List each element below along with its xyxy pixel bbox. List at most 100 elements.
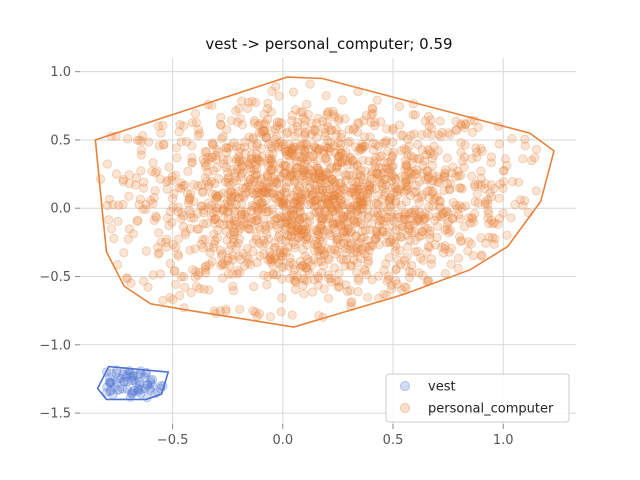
data-point (285, 155, 295, 165)
data-point (105, 378, 115, 388)
data-point (358, 220, 368, 230)
data-point (346, 210, 356, 220)
data-point (393, 209, 403, 219)
data-point (277, 274, 287, 284)
data-point (359, 264, 370, 274)
data-point (144, 137, 154, 147)
data-point (173, 202, 183, 212)
data-point (507, 134, 517, 144)
data-point (457, 120, 467, 131)
data-point (364, 182, 374, 192)
data-point (223, 189, 233, 199)
data-point (425, 242, 435, 252)
data-point (422, 166, 432, 176)
data-point (296, 144, 306, 154)
data-point (290, 151, 300, 161)
data-point (275, 248, 285, 258)
data-point (480, 238, 491, 248)
data-point (237, 120, 247, 130)
data-point (111, 368, 121, 378)
data-point (348, 170, 358, 181)
data-point (327, 125, 337, 135)
data-point (196, 180, 206, 190)
data-point (263, 187, 274, 197)
data-point (480, 183, 490, 194)
data-point (320, 154, 331, 164)
data-point (317, 199, 327, 209)
data-point (328, 217, 338, 228)
data-point (417, 211, 427, 221)
data-point (234, 104, 244, 114)
data-point (330, 177, 340, 187)
data-point (312, 207, 322, 217)
data-point (277, 197, 288, 207)
data-point (225, 260, 235, 271)
data-point (193, 270, 203, 280)
data-point (369, 121, 380, 131)
data-point (434, 178, 444, 188)
data-point (173, 234, 184, 244)
data-point (164, 162, 174, 172)
data-point (189, 180, 199, 190)
data-point (484, 232, 494, 242)
data-point (387, 235, 397, 245)
data-point (321, 178, 331, 188)
data-point (267, 255, 277, 265)
data-point (235, 164, 246, 174)
data-point (280, 144, 290, 154)
data-point (304, 233, 314, 243)
data-point (271, 214, 281, 224)
data-point (134, 376, 145, 386)
data-point (122, 273, 132, 283)
data-point (290, 240, 300, 250)
data-point (254, 184, 264, 194)
data-point (300, 146, 310, 157)
data-point (480, 197, 490, 207)
data-point (432, 172, 442, 182)
data-point (316, 268, 327, 278)
data-point (476, 250, 487, 260)
data-point (150, 186, 160, 196)
data-point (358, 200, 368, 210)
data-point (339, 226, 349, 236)
data-point (423, 111, 434, 122)
data-point (312, 133, 322, 143)
data-point (156, 237, 166, 247)
data-point (448, 162, 458, 172)
data-point (313, 271, 323, 281)
data-point (456, 138, 466, 148)
data-point (309, 181, 320, 191)
data-point (185, 245, 195, 255)
data-point (430, 215, 440, 225)
data-point (314, 245, 325, 255)
data-point (237, 162, 247, 172)
data-point (297, 164, 307, 174)
data-point (319, 226, 329, 236)
data-point (254, 195, 264, 205)
data-point (259, 126, 269, 137)
data-point (349, 184, 359, 194)
data-point (309, 245, 320, 256)
data-point (168, 294, 178, 305)
data-point (323, 136, 333, 146)
data-point (173, 249, 183, 259)
data-point (268, 149, 278, 159)
data-point (312, 239, 322, 249)
data-point (327, 174, 337, 184)
data-point (292, 195, 302, 205)
data-point (232, 117, 242, 127)
data-point (204, 242, 214, 252)
data-point (210, 235, 220, 246)
data-point (350, 190, 360, 200)
data-point (321, 207, 331, 217)
data-point (186, 213, 196, 223)
data-point (518, 154, 528, 164)
data-point (414, 198, 424, 208)
data-point (207, 189, 218, 199)
data-point (293, 203, 303, 213)
data-point (327, 219, 337, 229)
data-point (307, 186, 317, 196)
data-point (289, 265, 299, 275)
data-point (273, 213, 283, 224)
data-point (352, 267, 362, 278)
